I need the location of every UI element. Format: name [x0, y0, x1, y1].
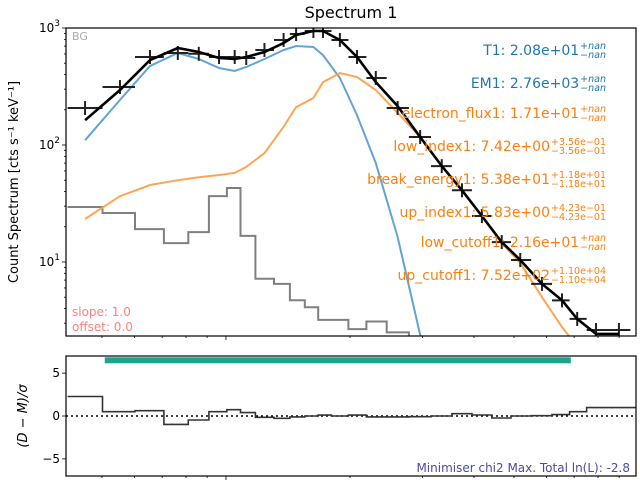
param-upper-error: +nan [580, 104, 606, 115]
data-point [67, 101, 103, 116]
param-value: T1: 2.08e+01 [482, 43, 579, 59]
main-plot-area: 101 102 103 [39, 19, 637, 340]
minimiser-stat-text: Minimiser chi2 Max. Total ln(L): -2.8 [416, 461, 630, 475]
fit-range-bar[interactable] [104, 357, 571, 364]
param-upper-error: +nan [580, 233, 606, 244]
total-model-line [84, 29, 619, 336]
offset-label: offset: 0.0 [72, 320, 133, 334]
background-histogram [67, 187, 410, 336]
param-value: low_index1: 7.42e+00 [393, 139, 550, 155]
y-tick-label: 103 [39, 19, 60, 35]
bg-label: BG [72, 30, 88, 43]
residual-plot-area: 5 0 −5 [42, 355, 637, 480]
residual-y-tick-label: 5 [52, 366, 60, 380]
param-value: up_index1: 5.83e+00 [400, 205, 550, 221]
param-lower-error: −nan [580, 83, 606, 94]
chart-title: Spectrum 1 [305, 3, 398, 22]
param-lower-error: −nan [580, 50, 606, 61]
param-value: EM1: 2.76e+03 [471, 76, 579, 92]
main-axes-frame [65, 27, 637, 337]
param-lower-error: −4.23e−01 [551, 212, 606, 223]
param-value: break_energy1: 5.38e+01 [367, 172, 550, 188]
param-upper-error: +3.56e−01 [551, 137, 606, 148]
residual-y-tick-label: −5 [42, 452, 60, 466]
data-point [226, 50, 241, 65]
residual-y-tick-label: 0 [52, 409, 60, 423]
param-upper-error: +1.10e+04 [551, 266, 606, 277]
thermal-model-line [84, 44, 422, 336]
param-upper-error: +4.23e−01 [551, 203, 606, 214]
residual-y-axis-label: (D − M)/σ [16, 384, 31, 448]
nonthermal-model-line [84, 72, 571, 336]
y-tick-label: 102 [39, 136, 60, 152]
param-lower-error: −1.10e+04 [551, 275, 606, 286]
param-upper-error: +nan [580, 41, 606, 52]
y-tick-label: 101 [39, 253, 60, 269]
data-point [607, 323, 631, 336]
residual-steps [67, 395, 636, 426]
param-lower-error: −nan [580, 242, 606, 253]
slope-label: slope: 1.0 [72, 305, 131, 319]
param-value: up_cutoff1: 7.52e+02 [398, 268, 550, 284]
param-value: low_cutoff1: 2.16e+01 [421, 235, 580, 251]
param-lower-error: −nan [580, 113, 606, 124]
param-upper-error: +1.18e+01 [551, 170, 606, 181]
y-axis-label: Count Spectrum [cts s⁻¹ keV⁻¹] [7, 81, 22, 283]
param-value: electron_flux1: 1.71e+01 [402, 106, 580, 122]
param-upper-error: +nan [580, 74, 606, 85]
param-lower-error: −3.56e−01 [551, 146, 606, 157]
param-lower-error: −1.18e+01 [551, 179, 606, 190]
